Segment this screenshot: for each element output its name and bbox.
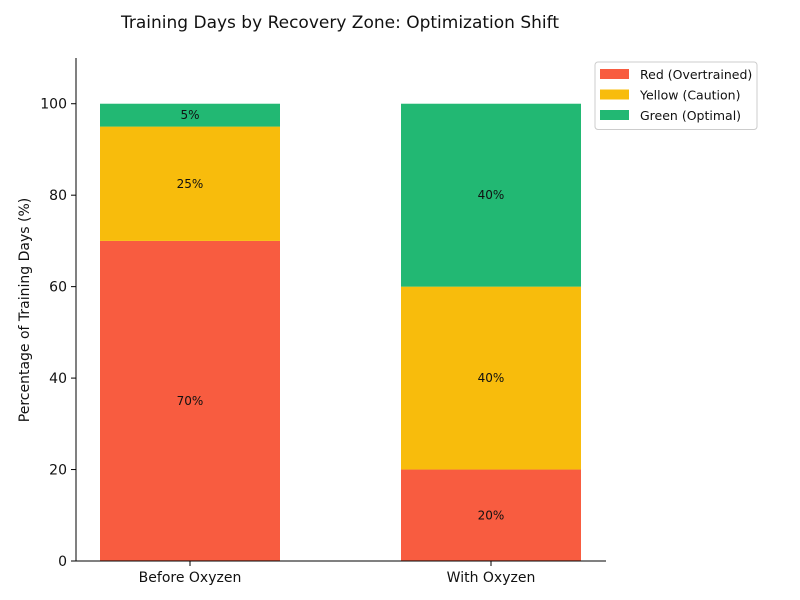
legend-swatch xyxy=(600,89,629,100)
bar-segment xyxy=(100,126,280,241)
data-label: 20% xyxy=(478,508,505,522)
bar-segment xyxy=(100,240,280,561)
bar-segment xyxy=(100,103,280,127)
data-label: 70% xyxy=(177,394,204,408)
legend-swatch xyxy=(600,69,629,79)
legend-entry: Green (Optimal) xyxy=(640,108,741,123)
y-tick-label: 40 xyxy=(49,371,67,387)
legend-swatch xyxy=(600,110,629,120)
chart-title: Training Days by Recovery Zone: Optimiza… xyxy=(120,13,559,33)
data-label: 25% xyxy=(177,177,204,191)
data-label: 40% xyxy=(478,188,505,202)
x-tick-label: Before Oxyzen xyxy=(139,570,242,586)
legend: Red (Overtrained) Yellow (Caution) Green (… xyxy=(594,61,758,130)
bar-segment xyxy=(401,286,581,470)
y-tick-label: 0 xyxy=(58,554,67,570)
plot-area: 70% 25% 5% Before Oxyzen 20% 40% 40% With Oxyze… xyxy=(40,58,606,586)
y-tick-label: 80 xyxy=(49,188,67,204)
bar-segment xyxy=(401,469,581,561)
data-label: 5% xyxy=(180,108,199,122)
legend-entry: Red (Overtrained) xyxy=(640,67,752,82)
y-axis-label: Percentage of Training Days (%) xyxy=(17,198,33,422)
y-tick-label: 100 xyxy=(40,97,67,113)
legend-entry: Yellow (Caution) xyxy=(639,88,740,103)
y-tick-label: 60 xyxy=(49,280,67,296)
legend-box xyxy=(594,61,758,130)
y-tick-label: 20 xyxy=(49,463,67,479)
bar-segment xyxy=(401,103,581,287)
data-label: 40% xyxy=(478,371,505,385)
x-tick-label: With Oxyzen xyxy=(447,570,536,586)
